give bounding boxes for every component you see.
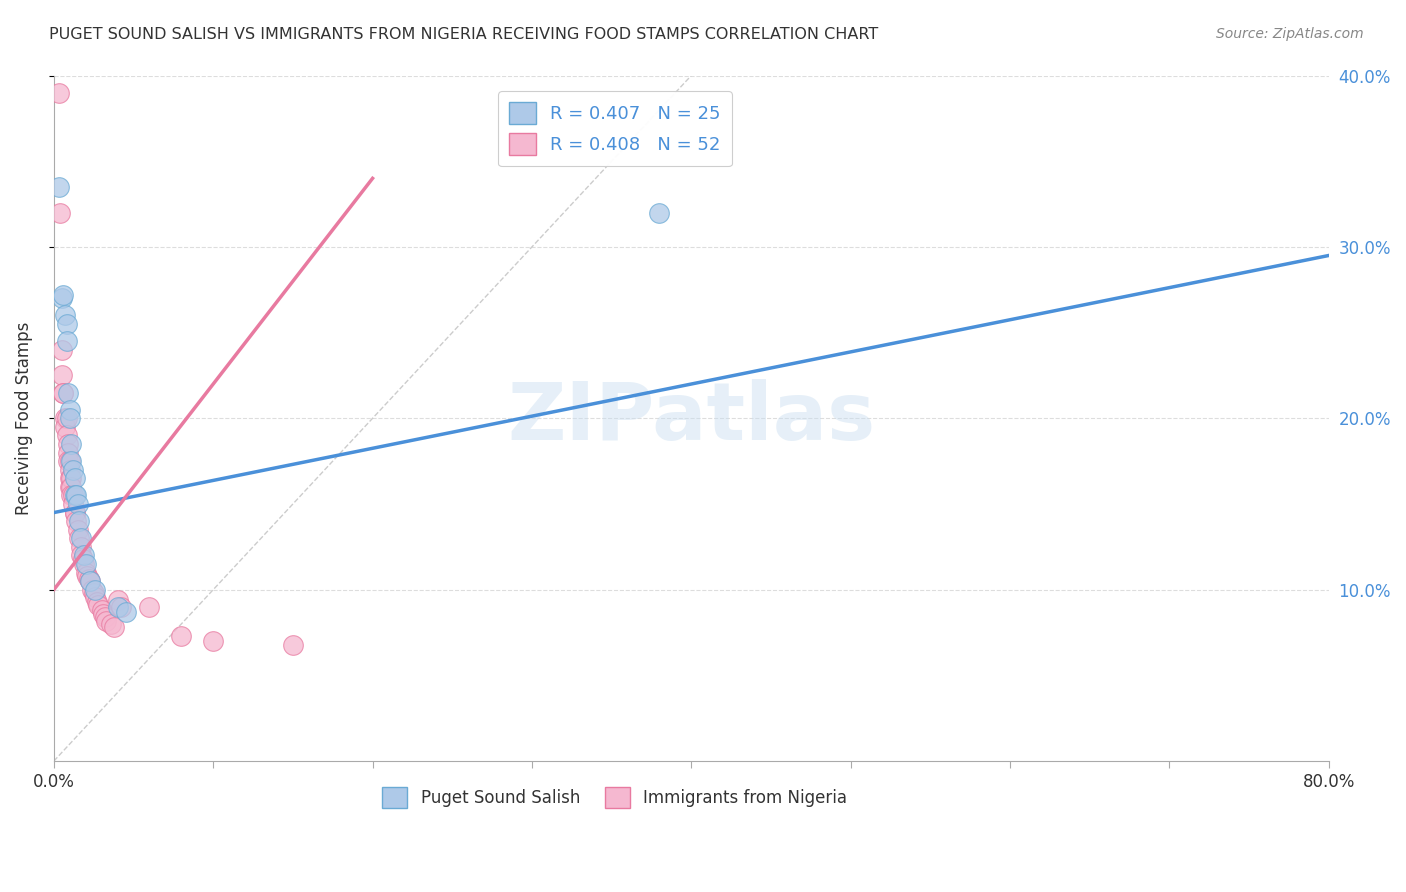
Point bbox=[53, 411, 76, 425]
Point bbox=[72, 552, 94, 566]
Point bbox=[87, 598, 110, 612]
Point bbox=[66, 523, 89, 537]
Point bbox=[73, 549, 96, 563]
Point bbox=[55, 317, 77, 331]
Point bbox=[103, 620, 125, 634]
Point bbox=[66, 497, 89, 511]
Point bbox=[83, 586, 105, 600]
Point bbox=[96, 614, 118, 628]
Point bbox=[79, 574, 101, 588]
Point bbox=[59, 463, 82, 477]
Point bbox=[67, 514, 90, 528]
Point bbox=[59, 402, 82, 417]
Point bbox=[48, 180, 70, 194]
Point bbox=[107, 593, 129, 607]
Point bbox=[56, 437, 79, 451]
Point bbox=[281, 638, 304, 652]
Point bbox=[53, 420, 76, 434]
Point bbox=[77, 573, 100, 587]
Point bbox=[52, 288, 75, 302]
Point bbox=[55, 428, 77, 442]
Point bbox=[73, 557, 96, 571]
Text: ZIPatlas: ZIPatlas bbox=[508, 379, 876, 458]
Point bbox=[51, 343, 73, 357]
Point bbox=[52, 385, 75, 400]
Point bbox=[170, 629, 193, 643]
Point bbox=[84, 590, 107, 604]
Point bbox=[70, 540, 93, 554]
Point bbox=[63, 488, 86, 502]
Point bbox=[91, 607, 114, 621]
Point bbox=[60, 480, 83, 494]
Legend: Puget Sound Salish, Immigrants from Nigeria: Puget Sound Salish, Immigrants from Nige… bbox=[375, 780, 853, 814]
Point bbox=[76, 569, 98, 583]
Point bbox=[60, 471, 83, 485]
Point bbox=[53, 309, 76, 323]
Point bbox=[65, 514, 87, 528]
Point bbox=[60, 488, 83, 502]
Point bbox=[62, 497, 84, 511]
Point bbox=[51, 368, 73, 383]
Point bbox=[70, 531, 93, 545]
Point bbox=[100, 617, 122, 632]
Point bbox=[52, 385, 75, 400]
Text: Source: ZipAtlas.com: Source: ZipAtlas.com bbox=[1216, 27, 1364, 41]
Point bbox=[75, 566, 97, 580]
Point bbox=[70, 549, 93, 563]
Point bbox=[75, 557, 97, 571]
Point bbox=[62, 463, 84, 477]
Point bbox=[62, 488, 84, 502]
Point bbox=[63, 506, 86, 520]
Point bbox=[60, 454, 83, 468]
Point bbox=[86, 595, 108, 609]
Point bbox=[84, 582, 107, 597]
Point bbox=[110, 599, 132, 614]
Point bbox=[56, 445, 79, 459]
Point bbox=[59, 471, 82, 485]
Point bbox=[67, 531, 90, 545]
Point bbox=[55, 334, 77, 348]
Point bbox=[90, 603, 112, 617]
Y-axis label: Receiving Food Stamps: Receiving Food Stamps bbox=[15, 322, 32, 515]
Point bbox=[65, 488, 87, 502]
Point bbox=[648, 205, 671, 219]
Point bbox=[79, 574, 101, 588]
Point bbox=[49, 205, 72, 219]
Point bbox=[59, 454, 82, 468]
Point bbox=[63, 506, 86, 520]
Point bbox=[60, 437, 83, 451]
Point bbox=[48, 86, 70, 100]
Point bbox=[94, 610, 117, 624]
Point bbox=[107, 599, 129, 614]
Point bbox=[51, 291, 73, 305]
Point bbox=[138, 599, 160, 614]
Point bbox=[63, 471, 86, 485]
Point bbox=[59, 480, 82, 494]
Point bbox=[59, 411, 82, 425]
Point bbox=[80, 582, 103, 597]
Point bbox=[55, 411, 77, 425]
Point bbox=[114, 605, 136, 619]
Point bbox=[56, 454, 79, 468]
Text: PUGET SOUND SALISH VS IMMIGRANTS FROM NIGERIA RECEIVING FOOD STAMPS CORRELATION : PUGET SOUND SALISH VS IMMIGRANTS FROM NI… bbox=[49, 27, 879, 42]
Point bbox=[56, 385, 79, 400]
Point bbox=[202, 634, 225, 648]
